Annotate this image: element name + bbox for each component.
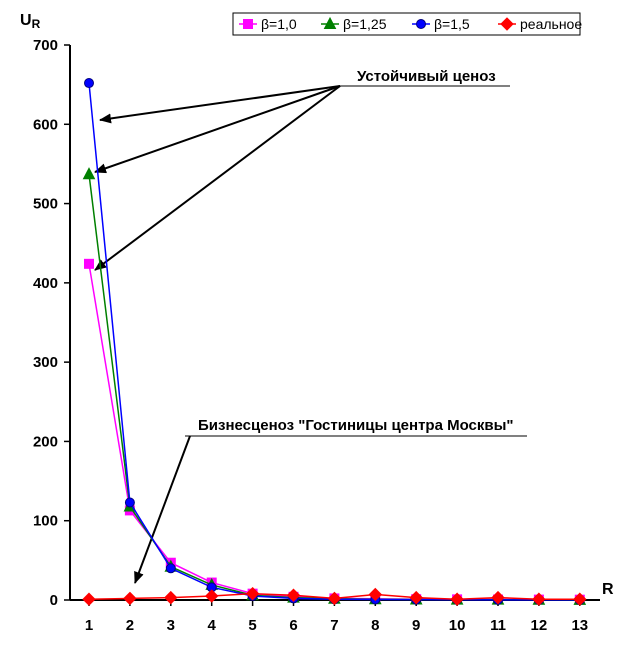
x-tick-label: 7 <box>330 617 338 634</box>
data-point <box>84 78 94 89</box>
data-point <box>84 258 94 269</box>
data-point <box>204 589 219 603</box>
legend: β=1,0 β=1,25 β=1,5 реальное <box>232 12 582 36</box>
data-point <box>164 590 178 605</box>
legend-label: β=1,5 <box>434 16 470 32</box>
legend-item: β=1,0 <box>239 16 297 32</box>
x-ticks: 1 2 3 4 5 6 7 8 9 10 11 12 13 <box>85 600 588 634</box>
data-point <box>82 167 96 180</box>
y-ticks: 0 100 200 300 400 500 600 700 <box>33 37 70 609</box>
annotation-business-cenosis: Бизнесценоз "Гостиницы центра Москвы" <box>134 417 527 584</box>
y-tick-label: 200 <box>33 433 58 450</box>
x-tick-label: 1 <box>85 617 93 634</box>
series-layer <box>82 78 587 606</box>
series-line <box>88 82 580 601</box>
data-point <box>532 592 546 606</box>
annotation-arrow <box>99 85 341 124</box>
y-tick-label: 600 <box>33 116 58 133</box>
y-axis-title: UR <box>20 12 41 31</box>
data-point <box>409 590 423 605</box>
y-tick-label: 0 <box>50 592 58 609</box>
annotation-arrow <box>134 435 191 584</box>
legend-label: реальное <box>520 16 582 32</box>
annotation-arrow <box>94 85 341 174</box>
data-point <box>327 591 342 606</box>
x-tick-label: 3 <box>167 617 175 634</box>
x-tick-label: 11 <box>490 617 506 634</box>
y-tick-label: 300 <box>33 354 58 371</box>
x-tick-label: 2 <box>126 617 134 634</box>
y-tick-label: 400 <box>33 275 58 292</box>
x-axis-title: R <box>602 581 614 598</box>
legend-marker <box>323 16 337 29</box>
annotation-business-cenosis-label: Бизнесценоз "Гостиницы центра Москвы" <box>198 417 514 434</box>
y-axis-title-sub: R <box>32 17 41 31</box>
x-tick-label: 6 <box>289 617 297 634</box>
legend-item: β=1,5 <box>412 16 470 32</box>
x-tick-label: 13 <box>571 617 588 634</box>
y-axis-title-main: U <box>20 12 32 29</box>
legend-marker <box>243 19 253 29</box>
data-point <box>165 563 176 574</box>
series-2 <box>84 78 585 605</box>
legend-marker <box>416 19 426 29</box>
legend-label: β=1,25 <box>343 16 387 32</box>
data-point <box>368 587 383 602</box>
data-point <box>450 592 464 606</box>
y-tick-label: 100 <box>33 513 58 530</box>
data-point <box>123 591 137 606</box>
y-tick-label: 700 <box>33 37 58 54</box>
x-tick-label: 5 <box>248 617 256 634</box>
data-point <box>124 497 135 508</box>
annotation-stable-cenosis: Устойчивый ценоз <box>94 68 510 271</box>
x-tick-label: 4 <box>208 617 217 634</box>
legend-label: β=1,0 <box>261 16 297 32</box>
data-point <box>573 592 587 606</box>
legend-item: реальное <box>498 16 582 32</box>
data-point <box>82 592 96 606</box>
series-3 <box>82 586 587 606</box>
series-1 <box>82 167 587 605</box>
data-point <box>245 586 260 601</box>
x-tick-label: 12 <box>531 617 548 634</box>
legend-box <box>232 12 581 36</box>
legend-marker <box>500 17 514 31</box>
x-tick-label: 10 <box>449 617 466 634</box>
annotation-stable-cenosis-label: Устойчивый ценоз <box>357 68 496 85</box>
x-tick-label: 8 <box>371 617 379 634</box>
x-tick-label: 9 <box>412 617 420 634</box>
data-point <box>491 590 505 605</box>
y-tick-label: 500 <box>33 196 58 213</box>
legend-item: β=1,25 <box>321 16 387 32</box>
annotation-arrow <box>94 85 341 271</box>
data-point <box>286 588 301 602</box>
series-line <box>88 174 580 601</box>
